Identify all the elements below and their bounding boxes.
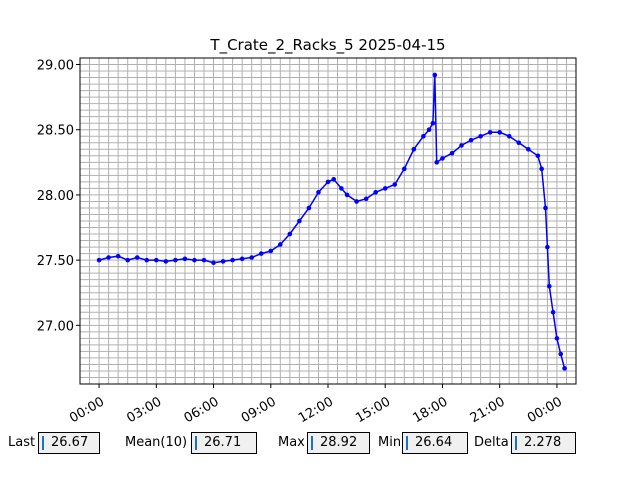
- last-label: Last: [8, 435, 36, 450]
- x-tick-label: 06:00: [182, 394, 222, 426]
- data-point: [363, 196, 369, 202]
- data-point: [411, 146, 417, 152]
- data-point: [526, 146, 531, 152]
- x-tick-label: 03:00: [124, 394, 164, 426]
- y-tick-label: 27.50: [37, 254, 74, 269]
- data-point: [545, 244, 550, 250]
- data-point: [562, 366, 567, 371]
- data-point: [182, 256, 188, 262]
- x-tick-label: 00:00: [525, 394, 565, 426]
- data-point: [516, 140, 522, 146]
- last-value-field: 26.67: [38, 432, 100, 454]
- x-tick-label: 21:00: [468, 394, 508, 426]
- y-tick-label: 28.00: [37, 189, 74, 204]
- data-point: [546, 283, 552, 289]
- mean-value: 26.71: [204, 435, 242, 450]
- temperature-chart: 00:00 03:00 06:00 09:00 12:00 15:00 18:00 21:00…: [37, 36, 577, 426]
- data-point: [201, 257, 207, 263]
- data-point: [354, 199, 359, 204]
- data-point: [220, 259, 226, 264]
- data-point: [539, 166, 544, 172]
- data-point: [543, 205, 548, 211]
- chart-series: [96, 72, 567, 371]
- data-point: [426, 127, 432, 133]
- x-tick-label: 12:00: [296, 394, 336, 426]
- mean-value-field: 26.71: [191, 432, 257, 454]
- last-value: 26.67: [51, 435, 89, 450]
- max-value-field: 28.92: [307, 432, 370, 454]
- data-point: [535, 153, 541, 159]
- data-point: [173, 257, 178, 263]
- data-point: [249, 255, 254, 260]
- data-point: [506, 133, 512, 139]
- y-tick-label: 29.00: [37, 59, 74, 74]
- y-tick-label: 28.50: [37, 124, 74, 139]
- data-point: [211, 260, 216, 266]
- y-tick-label: 27.00: [37, 319, 74, 334]
- x-tick-label: 09:00: [239, 394, 279, 426]
- data-point: [487, 130, 493, 135]
- max-value: 28.92: [320, 435, 358, 450]
- data-point: [339, 186, 344, 191]
- data-point: [421, 133, 426, 139]
- data-point: [392, 182, 398, 187]
- mean-label: Mean(10): [125, 435, 188, 450]
- data-point: [497, 130, 502, 135]
- data-point: [478, 133, 483, 139]
- data-point: [278, 242, 283, 247]
- data-point: [230, 257, 235, 263]
- min-value: 26.64: [415, 435, 453, 450]
- data-point: [134, 255, 140, 260]
- data-point: [115, 253, 121, 259]
- data-point: [154, 257, 159, 263]
- data-point: [554, 336, 560, 341]
- data-point: [344, 192, 350, 198]
- data-point: [268, 248, 274, 254]
- data-point: [306, 205, 312, 211]
- data-point: [106, 255, 111, 260]
- data-point: [163, 259, 169, 264]
- x-tick-label: 15:00: [353, 394, 393, 426]
- delta-value: 2.278: [524, 435, 562, 450]
- min-label: Min: [378, 435, 402, 450]
- data-point: [550, 309, 556, 315]
- data-point: [331, 176, 337, 182]
- data-point: [558, 351, 564, 357]
- data-point: [316, 190, 321, 195]
- data-point: [468, 137, 474, 143]
- data-point: [297, 218, 302, 224]
- data-point: [373, 190, 378, 195]
- data-point: [125, 257, 130, 263]
- chart-grid: [79, 57, 577, 385]
- data-point: [287, 231, 293, 237]
- x-tick-label: 00:00: [67, 394, 107, 426]
- data-point: [96, 257, 102, 263]
- data-point: [144, 257, 150, 263]
- delta-label: Delta: [474, 435, 509, 450]
- data-point: [192, 257, 197, 263]
- data-point: [432, 72, 438, 78]
- delta-value-field: 2.278: [511, 432, 576, 454]
- min-value-field: 26.64: [402, 432, 468, 454]
- data-point: [258, 251, 264, 256]
- chart-title: T_Crate_2_Racks_5 2025-04-15: [209, 36, 445, 55]
- data-point: [459, 143, 464, 148]
- data-point: [382, 186, 388, 191]
- x-tick-label: 18:00: [411, 394, 451, 426]
- data-point: [239, 256, 245, 262]
- data-point: [402, 166, 407, 172]
- series-line: [98, 74, 566, 369]
- data-point: [440, 156, 445, 161]
- data-point: [449, 150, 455, 156]
- max-label: Max: [278, 435, 305, 450]
- data-point: [430, 120, 436, 126]
- data-point: [434, 160, 440, 165]
- data-point: [325, 179, 331, 185]
